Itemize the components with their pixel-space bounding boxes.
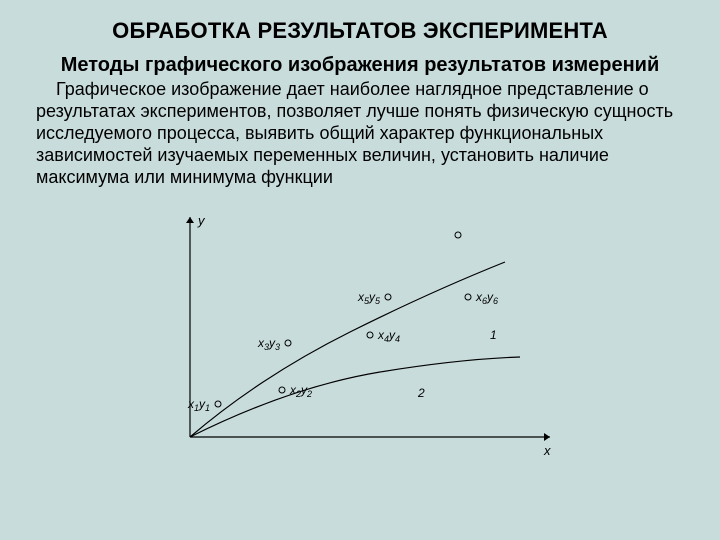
x-axis-arrow (544, 433, 550, 441)
page-subtitle: Методы графического изображения результа… (36, 54, 684, 77)
chart-container: x y 1 2 x1y1 x2y2 x3y3 x4y4 x5y5 x6y6 (36, 207, 684, 472)
page-title: ОБРАБОТКА РЕЗУЛЬТАТОВ ЭКСПЕРИМЕНТА (36, 18, 684, 44)
curve-label-curve1: 1 (490, 328, 497, 342)
data-point-p7 (455, 232, 461, 238)
slide: ОБРАБОТКА РЕЗУЛЬТАТОВ ЭКСПЕРИМЕНТА Метод… (0, 0, 720, 540)
point-label-p1: x1y1 (187, 397, 210, 413)
data-point-p4 (367, 332, 373, 338)
point-label-p4: x4y4 (377, 328, 400, 344)
experiment-chart: x y 1 2 x1y1 x2y2 x3y3 x4y4 x5y5 x6y6 (150, 207, 570, 472)
data-point-p6 (465, 294, 471, 300)
x-axis-label: x (543, 443, 551, 458)
data-point-p1 (215, 401, 221, 407)
data-point-p2 (279, 387, 285, 393)
point-label-p2: x2y2 (289, 383, 312, 399)
curve-label-curve2: 2 (417, 386, 425, 400)
y-axis-arrow (186, 217, 194, 223)
paragraph: Графическое изображение дает наиболее на… (36, 79, 684, 189)
data-point-p5 (385, 294, 391, 300)
point-label-p3: x3y3 (257, 336, 280, 352)
curve-curve2 (190, 357, 520, 437)
point-label-p5: x5y5 (357, 290, 381, 306)
curve-curve1 (190, 262, 505, 437)
point-label-p6: x6y6 (475, 290, 498, 306)
y-axis-label: y (197, 213, 206, 228)
data-point-p3 (285, 340, 291, 346)
